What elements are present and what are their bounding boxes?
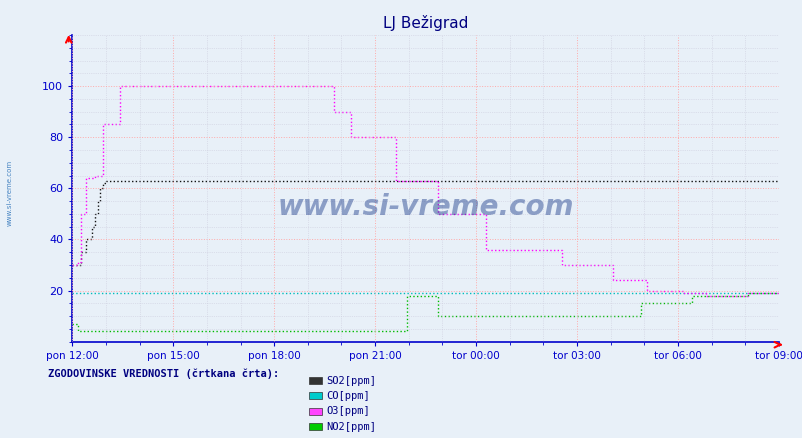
Text: www.si-vreme.com: www.si-vreme.com [6,160,13,226]
Text: ZGODOVINSKE VREDNOSTI (črtkana črta):: ZGODOVINSKE VREDNOSTI (črtkana črta): [48,368,279,379]
Text: NO2[ppm]: NO2[ppm] [326,422,375,431]
Title: LJ Bežigrad: LJ Bežigrad [383,15,468,31]
Text: SO2[ppm]: SO2[ppm] [326,376,375,385]
Text: O3[ppm]: O3[ppm] [326,406,369,416]
Text: www.si-vreme.com: www.si-vreme.com [277,193,573,221]
Text: CO[ppm]: CO[ppm] [326,391,369,401]
